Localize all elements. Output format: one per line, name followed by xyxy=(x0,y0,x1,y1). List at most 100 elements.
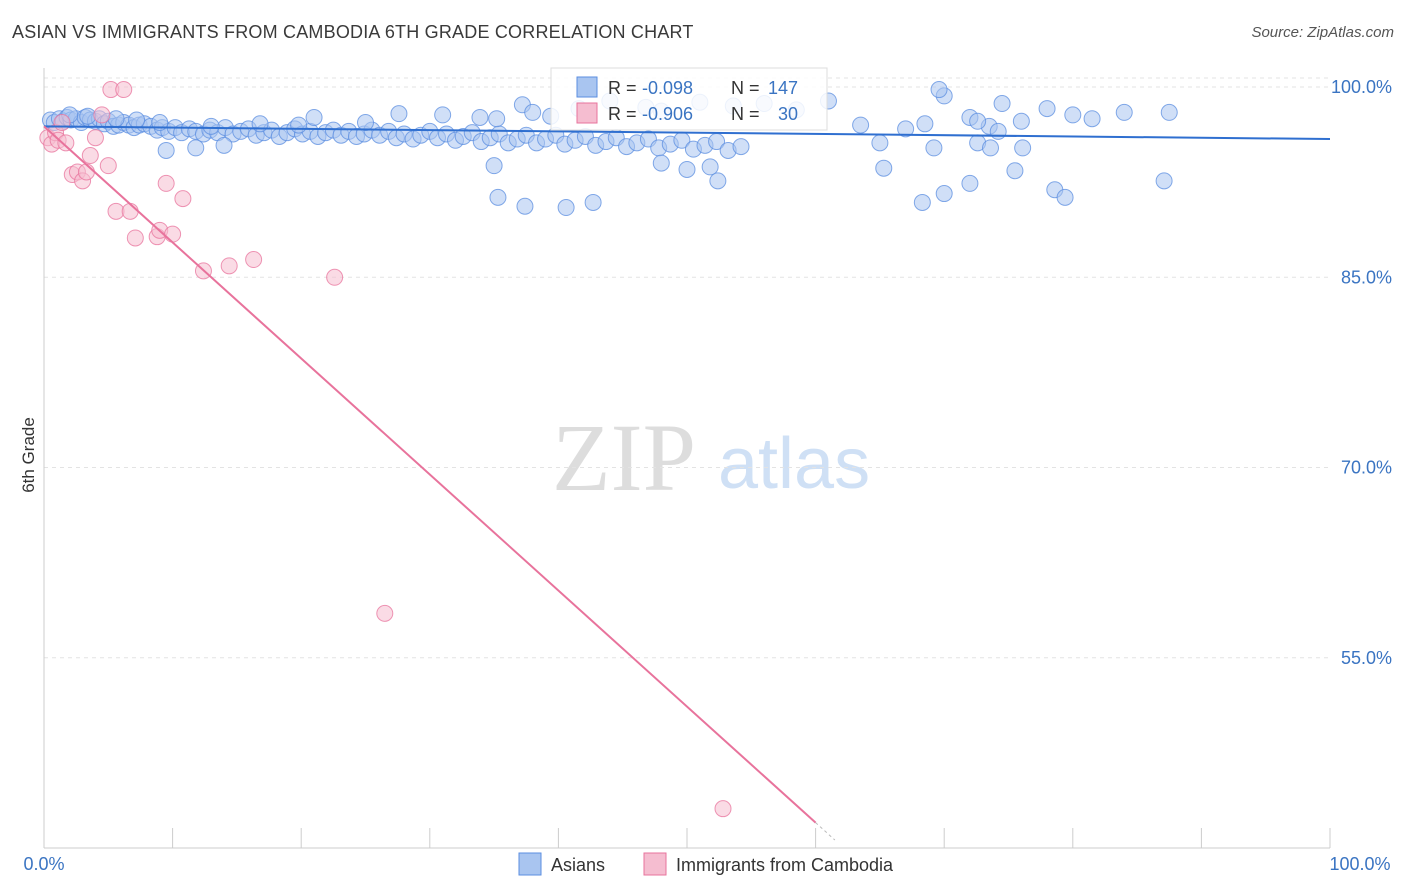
y-tick-label: 70.0% xyxy=(1341,458,1392,478)
stats-r-value-cambodia: -0.906 xyxy=(642,104,693,124)
stats-n-label-asians: N = xyxy=(731,78,760,98)
cambodia-point xyxy=(57,134,75,152)
y-axis-label: 6th Grade xyxy=(19,417,38,493)
asian-point xyxy=(969,112,987,130)
tick-label-layer: 100.0% 85.0% 70.0% 55.0% 0.0% 100.0% xyxy=(23,77,1392,874)
asian-point xyxy=(290,116,308,134)
asian-point xyxy=(732,138,750,156)
cambodia-point xyxy=(77,163,95,181)
stats-swatch-asians xyxy=(576,76,598,98)
asian-point xyxy=(1014,139,1032,157)
cambodia-point xyxy=(174,190,192,208)
asian-point xyxy=(1006,162,1024,180)
cambodia-point xyxy=(126,229,144,247)
stats-r-label-cambodia: R = xyxy=(608,104,637,124)
y-tick-label: 100.0% xyxy=(1331,77,1392,97)
stats-swatch-cambodia xyxy=(576,102,598,124)
asian-point xyxy=(852,116,870,134)
asian-point xyxy=(471,108,489,126)
cambodia-point xyxy=(93,106,111,124)
asian-point xyxy=(202,117,220,135)
asian-point xyxy=(1056,188,1074,206)
stats-r-value-asians: -0.098 xyxy=(642,78,693,98)
cambodia-point xyxy=(107,202,125,220)
asian-point xyxy=(524,103,542,121)
asian-point xyxy=(128,111,146,129)
cambodia-point xyxy=(81,147,99,165)
watermark-zip: ZIP xyxy=(552,404,696,511)
asian-point xyxy=(875,159,893,177)
y-tick-label: 55.0% xyxy=(1341,648,1392,668)
asian-point xyxy=(485,157,503,175)
asian-point xyxy=(871,134,889,152)
asian-point xyxy=(1160,103,1178,121)
y-tick-label: 85.0% xyxy=(1341,267,1392,287)
x-tick-label-right: 100.0% xyxy=(1329,854,1390,874)
asian-point xyxy=(357,114,374,132)
asian-point xyxy=(913,193,931,211)
asian-point xyxy=(1064,106,1082,124)
trend-layer xyxy=(43,125,1331,841)
asian-point xyxy=(1083,110,1101,128)
asian-point xyxy=(215,136,233,154)
asian-point xyxy=(701,158,719,176)
cambodia-point xyxy=(115,81,133,99)
stats-box: R = -0.098 N = 147 R = -0.906 N = 30 xyxy=(550,67,828,131)
asian-point xyxy=(107,110,125,128)
asian-point xyxy=(390,105,408,123)
asian-point xyxy=(925,139,943,157)
legend-label-cambodia[interactable]: Immigrants from Cambodia xyxy=(676,855,894,875)
asian-point xyxy=(709,172,727,190)
asian-point xyxy=(961,174,979,192)
asian-point xyxy=(516,197,534,215)
asian-point xyxy=(79,107,97,125)
cambodia-point xyxy=(157,174,175,192)
asian-point xyxy=(157,141,175,159)
cambodia-point xyxy=(164,225,182,243)
stats-n-value-cambodia: 30 xyxy=(778,104,798,124)
watermark-atlas: atlas xyxy=(718,424,870,504)
stats-r-label-asians: R = xyxy=(608,78,637,98)
cambodia-point xyxy=(121,202,139,220)
cambodia-point xyxy=(376,604,394,622)
asian-point xyxy=(305,108,323,126)
legend-label-asians[interactable]: Asians xyxy=(551,855,605,875)
axis-layer xyxy=(43,68,1331,849)
cambodia-point xyxy=(245,251,263,269)
asian-point xyxy=(916,115,934,133)
asian-point xyxy=(557,199,575,217)
asian-point xyxy=(1012,112,1030,130)
cambodia-point xyxy=(326,268,344,286)
asian-point xyxy=(584,193,602,211)
asian-point xyxy=(652,154,670,172)
cambodia-trend-extension xyxy=(815,822,836,841)
cambodia-point xyxy=(220,257,238,275)
asian-point xyxy=(1155,172,1173,190)
asian-point xyxy=(187,139,205,157)
asian-point xyxy=(930,81,948,99)
cambodia-trend-line xyxy=(43,125,817,824)
legend-swatch-asians[interactable] xyxy=(518,852,542,876)
cambodia-point xyxy=(714,800,732,818)
legend: Asians Immigrants from Cambodia xyxy=(518,852,894,876)
asian-point xyxy=(897,120,915,138)
asian-point xyxy=(981,139,999,157)
legend-swatch-cambodia[interactable] xyxy=(643,852,667,876)
chart-source: Source: ZipAtlas.com xyxy=(1251,24,1394,41)
asian-point xyxy=(1038,100,1056,118)
stats-n-value-asians: 147 xyxy=(768,78,798,98)
x-tick-label-left: 0.0% xyxy=(23,854,64,874)
cambodia-point xyxy=(53,114,71,132)
asian-trend-line xyxy=(43,125,1331,141)
asian-point xyxy=(434,106,452,124)
chart-title: ASIAN VS IMMIGRANTS FROM CAMBODIA 6TH GR… xyxy=(12,22,694,42)
cambodia-point xyxy=(99,157,117,175)
asian-point xyxy=(489,188,507,206)
asian-point xyxy=(935,185,953,203)
asian-point xyxy=(1115,103,1133,121)
cambodia-point xyxy=(86,129,104,147)
stats-n-label-cambodia: N = xyxy=(731,104,760,124)
asian-point xyxy=(993,95,1011,113)
asian-point xyxy=(678,160,696,178)
